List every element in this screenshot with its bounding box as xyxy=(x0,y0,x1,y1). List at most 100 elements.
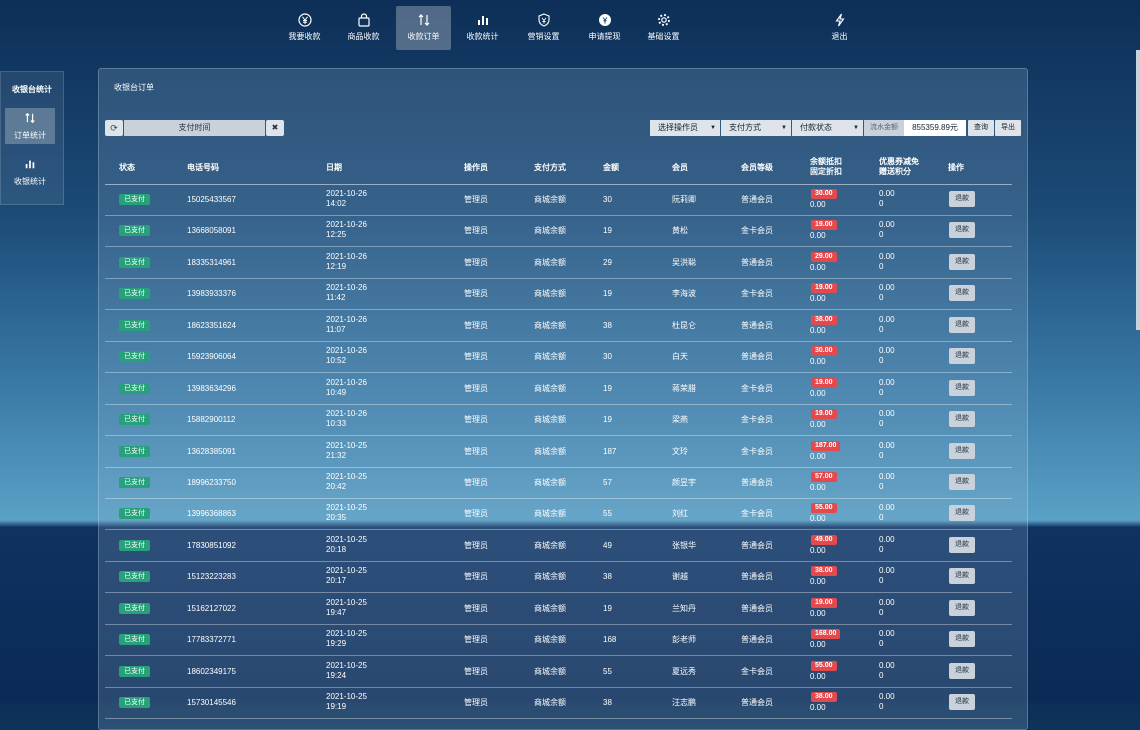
nav-item-marketing-settings[interactable]: 营销设置 xyxy=(516,6,571,50)
coupon-cell: 0.00 xyxy=(879,441,895,450)
refund-button[interactable]: 退款 xyxy=(949,222,975,238)
amount-cell: 38 xyxy=(603,321,612,330)
refund-button[interactable]: 退款 xyxy=(949,663,975,679)
refund-button[interactable]: 退款 xyxy=(949,443,975,459)
date-cell: 2021-10-25 xyxy=(326,472,367,481)
coupon-cell: 0.00 xyxy=(879,661,895,670)
refund-button[interactable]: 退款 xyxy=(949,411,975,427)
refund-button[interactable]: 退款 xyxy=(949,254,975,270)
sort-icon xyxy=(417,13,431,27)
operator-select[interactable]: 选择操作员 ▼ xyxy=(650,120,720,136)
fixed-discount-cell: 0.00 xyxy=(810,294,826,303)
refund-button[interactable]: 退款 xyxy=(949,631,975,647)
deduct-amount-badge: 55.00 xyxy=(811,661,837,671)
member-cell: 蒋荣腊 xyxy=(672,384,696,393)
col-coupon: 优惠券减免 xyxy=(879,157,919,166)
refresh-button[interactable]: ⟳ xyxy=(105,120,123,136)
nav-item-withdraw[interactable]: 申请提现 xyxy=(577,6,632,50)
table-row: 已支付 15882900112 2021-10-26 10:33 管理员 商城余额 19 梁燕… xyxy=(105,404,1012,436)
table-row: 已支付 18335314961 2021-10-26 12:19 管理员 商城余额 29 吴洪… xyxy=(105,247,1012,279)
points-cell: 0 xyxy=(879,451,884,460)
deduct-amount-badge: 19.00 xyxy=(811,220,837,230)
member-cell: 梁燕 xyxy=(672,415,688,424)
refund-button[interactable]: 退款 xyxy=(949,568,975,584)
refund-button[interactable]: 退款 xyxy=(949,348,975,364)
nav-item-basic-settings[interactable]: 基础设置 xyxy=(636,6,691,50)
col-fixed-discount: 固定折扣 xyxy=(810,167,842,176)
nav-item-product-payment[interactable]: 商品收款 xyxy=(336,6,391,50)
date-cell: 2021-10-26 xyxy=(326,409,367,418)
pay-method-cell: 商城余额 xyxy=(534,635,566,644)
member-cell: 张银华 xyxy=(672,541,696,550)
query-button[interactable]: 查询 xyxy=(968,120,994,136)
phone-cell: 18623351624 xyxy=(187,321,236,330)
phone-cell: 13983933376 xyxy=(187,289,236,298)
refund-button[interactable]: 退款 xyxy=(949,191,975,207)
status-badge: 已支付 xyxy=(119,603,150,614)
pay-method-cell: 商城余额 xyxy=(534,667,566,676)
status-badge: 已支付 xyxy=(119,634,150,645)
nav-item-payment-orders[interactable]: 收款订单 xyxy=(396,6,451,50)
coupon-cell: 0.00 xyxy=(879,472,895,481)
points-cell: 0 xyxy=(879,545,884,554)
pay-method-select[interactable]: 支付方式 ▼ xyxy=(721,120,791,136)
col-phone: 电话号码 xyxy=(187,163,219,172)
operator-cell: 管理员 xyxy=(464,604,488,613)
sidebar: 收银台统计 订单统计 收银统计 xyxy=(0,71,64,205)
refund-button[interactable]: 退款 xyxy=(949,380,975,396)
phone-cell: 15162127022 xyxy=(187,604,236,613)
nav-item-logout[interactable]: 退出 xyxy=(812,6,867,50)
phone-cell: 18996233750 xyxy=(187,478,236,487)
member-cell: 阮莉卿 xyxy=(672,195,696,204)
export-button[interactable]: 导出 xyxy=(995,120,1021,136)
table-header: 状态 电话号码 日期 操作员 支付方式 金额 会员 会员等级 余额抵扣 固定折扣… xyxy=(105,157,1012,185)
payment-time-field[interactable]: 支付时间 xyxy=(124,120,265,136)
sidebar-item-cashier-stats[interactable]: 收银统计 xyxy=(5,154,55,190)
col-status: 状态 xyxy=(119,163,135,172)
refund-button[interactable]: 退款 xyxy=(949,285,975,301)
sidebar-item-order-stats[interactable]: 订单统计 xyxy=(5,108,55,144)
coupon-cell: 0.00 xyxy=(879,189,895,198)
fixed-discount-cell: 0.00 xyxy=(810,200,826,209)
clear-date-button[interactable]: ✖ xyxy=(266,120,284,136)
pay-status-select[interactable]: 付款状态 ▼ xyxy=(792,120,863,136)
col-amount: 金额 xyxy=(603,163,619,172)
fixed-discount-cell: 0.00 xyxy=(810,640,826,649)
pay-method-cell: 商城余额 xyxy=(534,541,566,550)
col-level: 会员等级 xyxy=(741,163,773,172)
col-operator: 操作员 xyxy=(464,163,488,172)
nav-item-payment-stats[interactable]: 收款统计 xyxy=(455,6,510,50)
member-level-cell: 普通会员 xyxy=(741,352,773,361)
page-scrollbar[interactable] xyxy=(1136,50,1140,330)
caret-down-icon: ▼ xyxy=(781,125,787,131)
fixed-discount-cell: 0.00 xyxy=(810,514,826,523)
points-cell: 0 xyxy=(879,702,884,711)
status-badge: 已支付 xyxy=(119,288,150,299)
refund-button[interactable]: 退款 xyxy=(949,317,975,333)
coupon-cell: 0.00 xyxy=(879,566,895,575)
member-level-cell: 普通会员 xyxy=(741,698,773,707)
member-level-cell: 普通会员 xyxy=(741,321,773,330)
refund-button[interactable]: 退款 xyxy=(949,474,975,490)
time-cell: 20:18 xyxy=(326,545,347,554)
operator-cell: 管理员 xyxy=(464,635,488,644)
refund-button[interactable]: 退款 xyxy=(949,694,975,710)
table-row: 已支付 15123223283 2021-10-25 20:17 管理员 商城余额 38 谢越… xyxy=(105,561,1012,593)
member-level-cell: 金卡会员 xyxy=(741,509,773,518)
refund-button[interactable]: 退款 xyxy=(949,600,975,616)
refund-button[interactable]: 退款 xyxy=(949,537,975,553)
pay-method-cell: 商城余额 xyxy=(534,447,566,456)
pay-method-cell: 商城余额 xyxy=(534,352,566,361)
nav-item-receive-payment[interactable]: 我要收款 xyxy=(277,6,332,50)
deduct-amount-badge: 38.00 xyxy=(811,315,837,325)
deduct-amount-badge: 49.00 xyxy=(811,535,837,545)
time-cell: 12:19 xyxy=(326,262,347,271)
refund-button[interactable]: 退款 xyxy=(949,505,975,521)
time-cell: 12:25 xyxy=(326,230,347,239)
coupon-cell: 0.00 xyxy=(879,409,895,418)
time-cell: 20:35 xyxy=(326,513,347,522)
date-cell: 2021-10-26 xyxy=(326,189,367,198)
status-badge: 已支付 xyxy=(119,477,150,488)
time-cell: 11:07 xyxy=(326,325,346,334)
time-cell: 19:24 xyxy=(326,671,347,680)
